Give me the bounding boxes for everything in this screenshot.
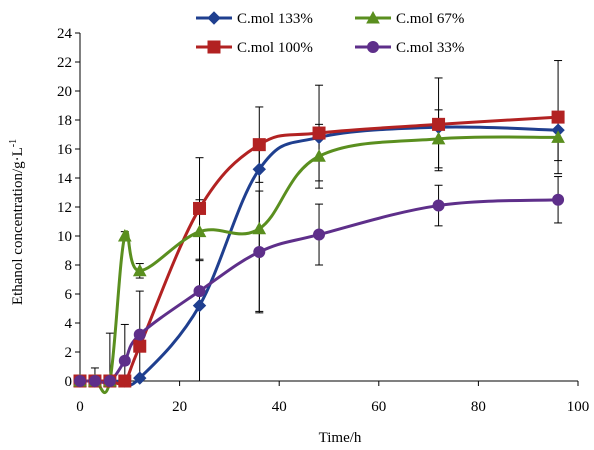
series-2-point	[252, 138, 266, 152]
y-tick-label: 12	[57, 200, 72, 216]
series-4-point	[313, 228, 326, 241]
x-tick-label: 0	[76, 399, 84, 415]
y-tick-label: 10	[57, 229, 72, 245]
y-tick-label: 22	[57, 55, 72, 71]
error-bars	[90, 60, 563, 382]
series-3-point	[312, 149, 326, 162]
series-3-point	[431, 131, 446, 145]
y-tick-label: 18	[57, 113, 72, 129]
legend-label: C.mol 133%	[237, 11, 313, 27]
y-tick-label: 4	[65, 316, 73, 332]
y-tick-label: 24	[57, 26, 73, 42]
series-3-point	[192, 224, 207, 238]
x-tick-label: 80	[471, 399, 486, 415]
series-markers	[73, 110, 565, 388]
x-axis-title: Time/h	[319, 430, 362, 446]
y-tick-label: 0	[65, 374, 73, 390]
y-tick-label: 14	[57, 171, 73, 187]
series-4-point	[432, 199, 445, 212]
series-4-point	[103, 375, 116, 387]
y-axis-title: Ethanol concentration/g·L-1	[8, 139, 26, 305]
series-1-point	[133, 371, 147, 385]
legend-label: C.mol 100%	[237, 40, 313, 56]
y-tick-label: 20	[57, 84, 72, 100]
legend-label: C.mol 67%	[396, 11, 464, 27]
legend-marker	[367, 41, 379, 53]
series-2-point	[551, 110, 565, 124]
legend-marker	[207, 40, 221, 54]
series-1-point	[192, 298, 207, 313]
y-axis-title-superscript: -1	[8, 139, 19, 147]
x-tick-label: 100	[567, 399, 590, 415]
y-axis-title-main: Ethanol concentration/g·L	[10, 147, 26, 305]
series-4-point	[118, 354, 131, 367]
y-tick-label: 6	[65, 287, 73, 303]
series-3-point	[117, 228, 132, 242]
series-3-point	[132, 263, 147, 277]
legend-marker	[366, 10, 380, 24]
series-3-point	[551, 130, 565, 143]
x-tick-label: 60	[371, 399, 386, 415]
series-4-point	[88, 375, 101, 387]
legend-label: C.mol 33%	[396, 40, 464, 56]
series-2-point	[193, 201, 207, 215]
series-2-point	[133, 339, 147, 353]
x-tick-label: 40	[272, 399, 287, 415]
series-2-point	[118, 374, 132, 388]
series-4-point	[253, 245, 266, 258]
series-4-point	[74, 375, 86, 387]
x-tick-label: 20	[172, 399, 187, 415]
legend: C.mol 133% C.mol 67% C.mol 100% C.mol 33%	[196, 10, 464, 56]
series-3-point	[252, 221, 267, 235]
series-2-point	[312, 126, 326, 140]
series-4-point	[133, 328, 146, 341]
series-2-point	[432, 117, 446, 131]
y-tick-label: 8	[65, 258, 73, 274]
series-4-point	[193, 285, 206, 298]
y-tick-label: 16	[57, 142, 73, 158]
y-tick-label: 2	[65, 345, 73, 361]
series-4-point	[552, 193, 565, 206]
series-1-point	[252, 162, 266, 177]
legend-marker	[207, 11, 221, 25]
